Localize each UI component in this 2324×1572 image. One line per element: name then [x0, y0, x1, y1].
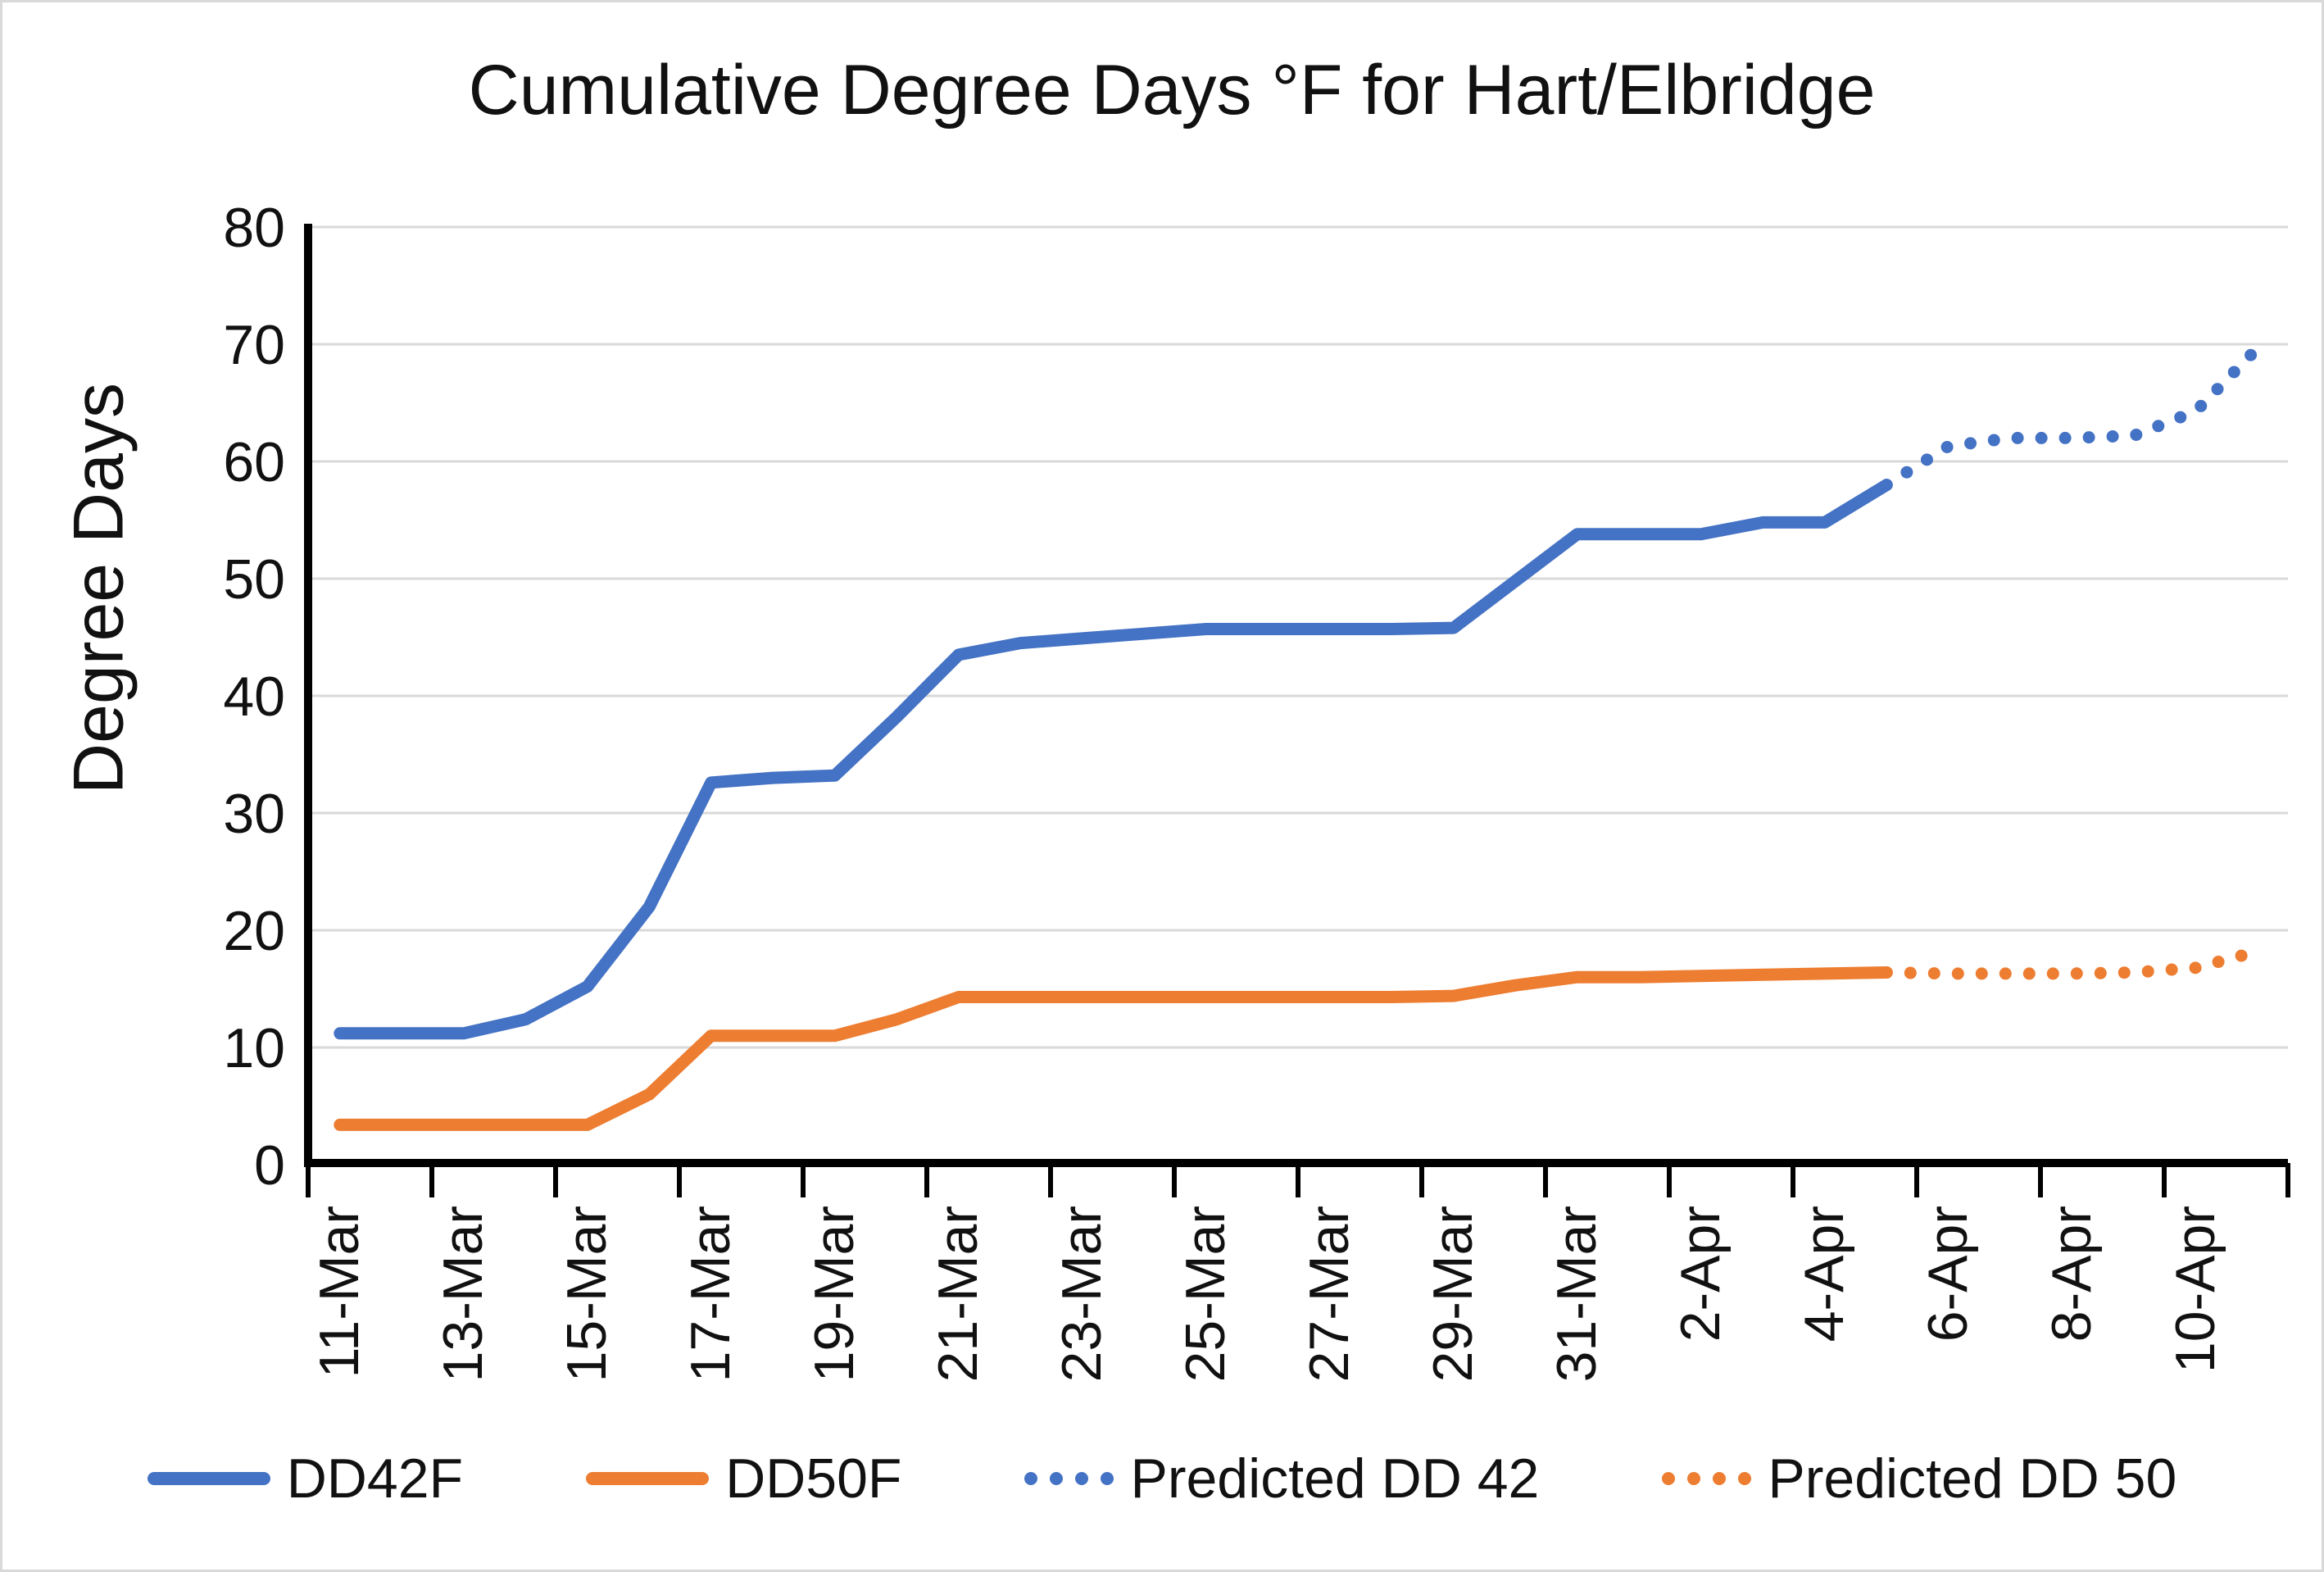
y-tick-label-20: 20 [223, 900, 285, 962]
x-tick-label-17-Mar: 17-Mar [679, 1206, 742, 1382]
legend-label-dd42f: DD42F [286, 1447, 464, 1510]
legend: DD42F DD50F Predicted DD 42 Predicted DD… [2, 1447, 2322, 1511]
y-tick-label-80: 80 [223, 197, 285, 259]
x-tick-label-15-Mar: 15-Mar [556, 1206, 618, 1382]
x-tick-label-13-Mar: 13-Mar [432, 1206, 494, 1382]
y-tick-label-60: 60 [223, 431, 285, 493]
x-tick-label-21-Mar: 21-Mar [927, 1206, 989, 1382]
series-predicted-dd-42 [1880, 341, 2264, 492]
x-tick-label-27-Mar: 27-Mar [1298, 1206, 1360, 1382]
x-tick-label-8-Apr: 8-Apr [2040, 1206, 2103, 1342]
chart-title: Cumulative Degree Days °F for Hart/Elbri… [468, 51, 1876, 129]
x-tick-label-2-Apr: 2-Apr [1669, 1206, 1732, 1342]
x-tick-label-10-Apr: 10-Apr [2164, 1206, 2226, 1373]
x-tick-label-19-Mar: 19-Mar [803, 1206, 865, 1382]
x-tick-label-29-Mar: 29-Mar [1422, 1206, 1484, 1382]
y-tick-label-40: 40 [223, 666, 285, 728]
x-tick-label-11-Mar: 11-Mar [308, 1206, 370, 1378]
x-tick-label-25-Mar: 25-Mar [1174, 1206, 1237, 1382]
legend-item-predicted-dd42: Predicted DD 42 [1024, 1447, 1539, 1511]
series-predicted-dd-50 [1880, 945, 2264, 980]
predicted-dd42-dots-swatch-icon [1024, 1472, 1114, 1485]
y-tick-label-50: 50 [223, 548, 285, 611]
legend-item-dd50f: DD50F [586, 1447, 901, 1511]
dd42f-line-swatch-icon [147, 1472, 270, 1485]
y-tick-label-30: 30 [223, 783, 285, 845]
y-tick-label-10: 10 [223, 1017, 285, 1079]
legend-label-predicted-dd50: Predicted DD 50 [1768, 1447, 2177, 1510]
x-tick-label-31-Mar: 31-Mar [1546, 1206, 1608, 1382]
legend-label-predicted-dd42: Predicted DD 42 [1130, 1447, 1540, 1510]
legend-item-predicted-dd50: Predicted DD 50 [1662, 1447, 2176, 1511]
legend-label-dd50f: DD50F [725, 1447, 902, 1510]
predicted-dd50-dots-swatch-icon [1662, 1472, 1752, 1485]
y-tick-label-70: 70 [223, 314, 285, 376]
legend-item-dd42f: DD42F [147, 1447, 464, 1511]
dd50f-line-swatch-icon [586, 1472, 710, 1485]
x-tick-label-23-Mar: 23-Mar [1051, 1206, 1113, 1382]
x-tick-label-4-Apr: 4-Apr [1793, 1206, 1855, 1342]
series-dd42f [334, 479, 1893, 1040]
y-tick-label-0: 0 [254, 1134, 285, 1197]
series-dd50f [334, 966, 1893, 1131]
x-tick-label-6-Apr: 6-Apr [1917, 1206, 1979, 1342]
